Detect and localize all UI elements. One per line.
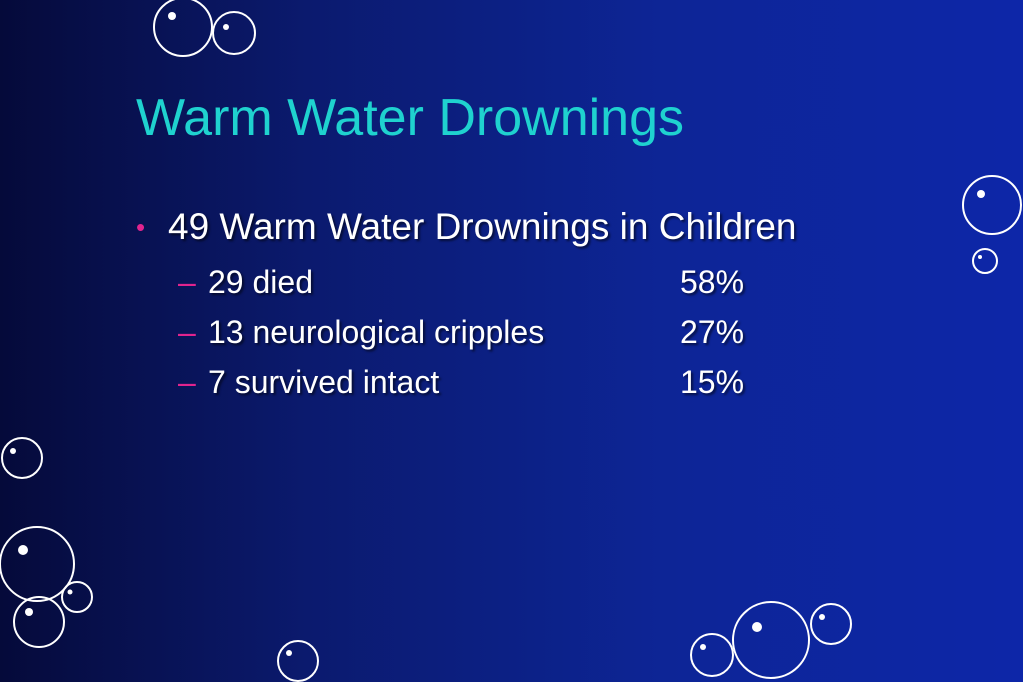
bubble-icon: [153, 0, 213, 57]
sub-item-neurological: – 13 neurological cripples 27%: [178, 312, 778, 352]
bubble-icon: [212, 11, 256, 55]
bubble-icon: [972, 248, 998, 274]
sub-item-dash: –: [178, 264, 196, 300]
bubble-icon: [13, 596, 65, 648]
bubble-highlight: [977, 190, 985, 198]
sub-item-dash: –: [178, 314, 196, 350]
sub-item-label: 29 died: [208, 264, 313, 300]
sub-item-label: 7 survived intact: [208, 364, 440, 400]
sub-item-dash: –: [178, 364, 196, 400]
sub-item-label: 13 neurological cripples: [208, 314, 545, 350]
bubble-highlight: [67, 589, 73, 595]
bubble-highlight: [752, 622, 762, 632]
sub-item-survived: – 7 survived intact 15%: [178, 362, 778, 402]
bubble-highlight: [223, 24, 229, 30]
bubble-highlight: [18, 545, 28, 555]
sub-item-percent: 27%: [680, 314, 745, 350]
bullet-text: 49 Warm Water Drownings in Children: [168, 206, 797, 247]
bullet-marker: •: [136, 212, 146, 242]
sub-item-percent: 58%: [680, 264, 745, 300]
bubble-icon: [61, 581, 93, 613]
bubble-highlight: [978, 255, 982, 259]
slide-title: Warm Water Drownings: [136, 89, 685, 147]
bubble-icon: [962, 175, 1022, 235]
bubble-highlight: [700, 644, 706, 650]
bubble-icon: [0, 526, 75, 602]
bubble-icon: [810, 603, 852, 645]
bubble-icon: [1, 437, 43, 479]
bubble-highlight: [286, 650, 292, 656]
bubble-highlight: [168, 12, 176, 20]
bubble-icon: [732, 601, 810, 679]
bubble-highlight: [10, 448, 16, 454]
bubble-highlight: [25, 608, 33, 616]
sub-item-died: – 29 died 58%: [178, 262, 778, 302]
bubble-icon: [277, 640, 319, 682]
bubble-icon: [690, 633, 734, 677]
bubble-highlight: [819, 614, 825, 620]
sub-item-percent: 15%: [680, 364, 745, 400]
